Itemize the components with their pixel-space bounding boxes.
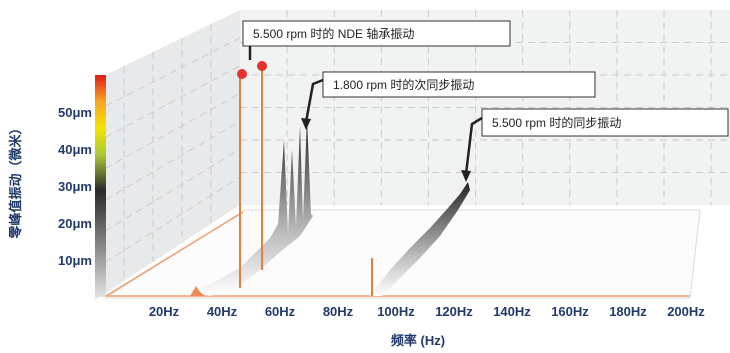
y-tick-label: 50μm bbox=[58, 105, 92, 120]
callout-pointer bbox=[304, 78, 324, 123]
callout-nde: 5.500 rpm 时的 NDE 轴承振动 bbox=[242, 20, 511, 60]
side-wall bbox=[95, 10, 240, 300]
callout-box bbox=[242, 20, 511, 47]
x-tick-label: 100Hz bbox=[377, 304, 415, 319]
peak-markers bbox=[237, 61, 267, 79]
y-tick-label: 30μm bbox=[58, 179, 92, 194]
callout-box bbox=[322, 71, 596, 98]
peak-marker bbox=[257, 61, 267, 71]
annotation-label: 5.500 rpm 时的同步振动 bbox=[492, 115, 621, 130]
x-tick-label: 60Hz bbox=[265, 304, 296, 319]
spikes bbox=[239, 70, 373, 296]
annotation-label: 1.800 rpm 时的次同步振动 bbox=[333, 77, 474, 92]
grid bbox=[94, 10, 730, 281]
x-tick-label: 160Hz bbox=[551, 304, 589, 319]
x-tick-label: 120Hz bbox=[435, 304, 473, 319]
x-tick-label: 180Hz bbox=[609, 304, 647, 319]
color-bar bbox=[95, 75, 106, 297]
x-tick-label: 200Hz bbox=[667, 304, 705, 319]
ridge-sync bbox=[370, 182, 470, 296]
grid-line-side-horizontal bbox=[94, 37, 241, 112]
x-ticks: 20Hz 40Hz 60Hz 80Hz 100Hz 120Hz 140Hz 160Hz 180H… bbox=[149, 304, 705, 319]
ridge-subsync bbox=[190, 118, 313, 296]
grid-line-side-horizontal bbox=[94, 148, 241, 238]
y-tick-label: 20μm bbox=[58, 216, 92, 231]
y-tick-label: 10μm bbox=[58, 253, 92, 268]
floor-axis-left bbox=[105, 211, 244, 297]
arrow-head bbox=[461, 170, 471, 182]
callout-box bbox=[481, 108, 729, 137]
y-ticks: 10μm 20μm 30μm 40μm 50μm bbox=[58, 105, 92, 268]
ridge-small bbox=[190, 286, 205, 296]
peak-marker bbox=[237, 69, 247, 79]
grid-line-side-horizontal bbox=[94, 93, 241, 175]
grid-line-side-horizontal bbox=[94, 65, 241, 144]
y-tick-label: 40μm bbox=[58, 142, 92, 157]
grid-line-side-horizontal bbox=[94, 176, 241, 269]
y-axis-label: 零峰值振动（微米） bbox=[8, 121, 23, 239]
arrow-head bbox=[301, 118, 311, 130]
callout-subsync: 1.800 rpm 时的次同步振动 bbox=[301, 71, 596, 130]
callout-sync: 5.500 rpm 时的同步振动 bbox=[461, 108, 729, 182]
x-tick-label: 40Hz bbox=[207, 304, 238, 319]
annotation-label: 5.500 rpm 时的 NDE 轴承振动 bbox=[253, 26, 414, 41]
grid-line-side-horizontal bbox=[94, 120, 241, 207]
x-tick-label: 140Hz bbox=[493, 304, 531, 319]
callout-pointer bbox=[464, 116, 483, 175]
x-tick-label: 80Hz bbox=[323, 304, 354, 319]
x-axis-label: 频率 (Hz) bbox=[391, 333, 445, 348]
spectrum-ridges bbox=[190, 118, 470, 296]
x-tick-label: 20Hz bbox=[149, 304, 180, 319]
